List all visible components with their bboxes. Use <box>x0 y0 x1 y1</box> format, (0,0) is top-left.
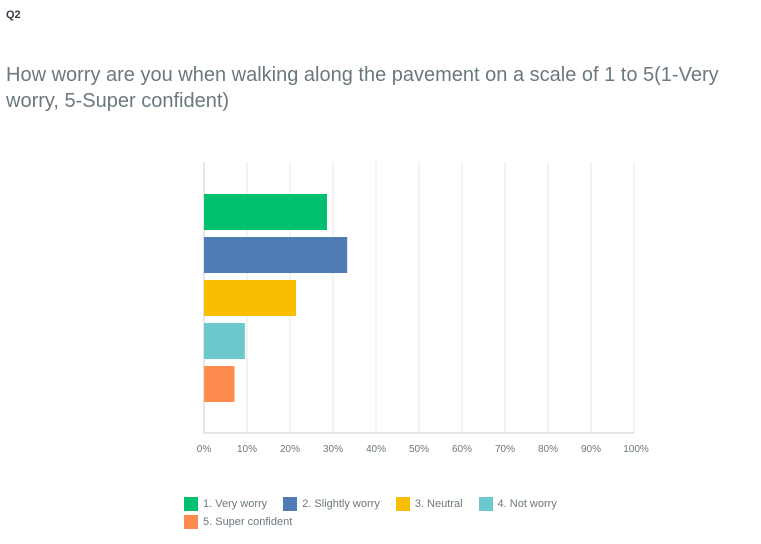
bar-4[interactable]: 4. Not worry <box>204 323 245 359</box>
x-tick-label: 20% <box>280 444 300 455</box>
bar-chart: 0% 10% 20% 30% 40% 50% 60% 70% 80% 90% 100% 1. Very… <box>197 162 649 455</box>
legend-label: 5. Super confident <box>203 516 293 528</box>
x-tick-label: 50% <box>409 444 429 455</box>
legend-item[interactable]: 4. Not worry <box>478 497 557 511</box>
legend-swatch <box>184 497 198 511</box>
legend-label: 3. Neutral <box>414 498 463 510</box>
x-tick-label: 100% <box>623 444 649 455</box>
legend-item[interactable]: 1. Very worry <box>184 497 267 511</box>
legend-swatch <box>283 497 298 511</box>
x-tick-label: 40% <box>366 444 386 455</box>
legend-swatch <box>478 497 493 511</box>
legend-swatch <box>184 515 198 529</box>
legend-swatch <box>395 497 410 511</box>
bar-3[interactable]: 3. Neutral <box>204 280 297 316</box>
x-tick-label: 10% <box>237 444 257 455</box>
bar-5[interactable]: 5. Super confident <box>204 366 235 402</box>
x-tick-label: 30% <box>323 444 343 455</box>
legend-item[interactable]: 3. Neutral <box>395 497 463 511</box>
legend-item[interactable]: 5. Super confident <box>184 515 292 529</box>
legend-label: 4. Not worry <box>497 498 557 510</box>
bar-2[interactable]: 2. Slightly worry <box>204 237 348 273</box>
x-tick-label: 90% <box>581 444 601 455</box>
legend-label: 1. Very worry <box>203 498 268 510</box>
x-tick-label: 80% <box>538 444 558 455</box>
chart-legend: 1. Very worry 2. Slightly worry 3. Neutral… <box>184 497 604 529</box>
x-tick-label: 60% <box>452 444 472 455</box>
legend-item[interactable]: 2. Slightly worry <box>283 497 380 511</box>
question-title: How worry are you when walking along the… <box>6 64 719 112</box>
x-tick-label: 0% <box>197 444 212 455</box>
x-tick-label: 70% <box>495 444 515 455</box>
legend-label: 2. Slightly worry <box>302 498 380 510</box>
question-number: Q2 <box>6 9 21 21</box>
bar-1[interactable]: 1. Very worry <box>204 194 327 230</box>
